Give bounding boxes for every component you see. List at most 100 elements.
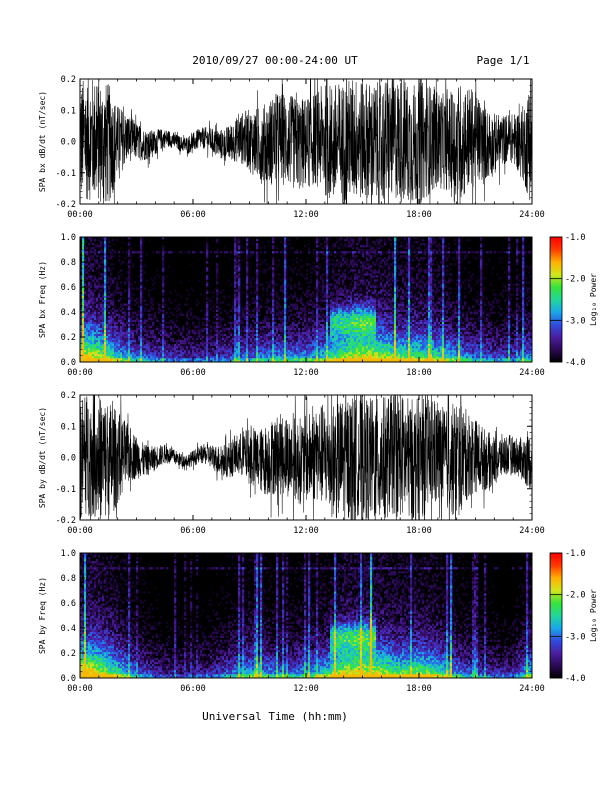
- spectrogram-cell: [166, 349, 169, 353]
- spectrogram-cell: [252, 341, 255, 345]
- spectrogram-cell: [154, 311, 157, 314]
- spectrogram-cell: [246, 255, 249, 258]
- spectrogram-cell: [296, 335, 299, 339]
- spectrogram-cell: [128, 345, 131, 349]
- spectrogram-cell: [278, 311, 281, 314]
- spectrogram-cell: [332, 331, 335, 335]
- spectrogram-cell: [142, 353, 145, 357]
- spectrogram-cell: [276, 305, 279, 308]
- spectrogram-cell: [146, 351, 149, 355]
- spectrogram-cell: [104, 303, 107, 306]
- spectrogram-cell: [170, 357, 173, 361]
- spectrogram-cell: [120, 355, 123, 359]
- spectrogram-cell: [206, 329, 209, 333]
- spectrogram-cell: [284, 247, 287, 250]
- spectrogram-cell: [292, 331, 295, 335]
- spectrogram-cell: [268, 267, 271, 270]
- spectrogram-cell: [96, 305, 99, 308]
- spectrogram-cell: [348, 251, 351, 254]
- spectrogram-cell: [88, 261, 91, 264]
- spectrogram-cell: [348, 351, 351, 355]
- spectrogram-cell: [182, 327, 185, 331]
- spectrogram-cell: [256, 337, 259, 341]
- spectrogram-cell: [140, 265, 143, 268]
- spectrogram-cell: [242, 237, 245, 240]
- spectrogram-cell: [268, 357, 271, 361]
- spectrogram-cell: [198, 279, 201, 282]
- spectrogram-cell: [100, 353, 103, 357]
- spectrogram-cell: [100, 309, 103, 312]
- spectrogram-cell: [90, 351, 93, 355]
- spectrogram-cell: [320, 343, 323, 347]
- spectrogram-cell: [132, 323, 135, 327]
- spectrogram-cell: [322, 253, 325, 256]
- spectrogram-cell: [330, 253, 333, 256]
- spectrogram-cell: [268, 339, 271, 343]
- spectrogram-cell: [118, 307, 121, 310]
- spectrogram-cell: [300, 287, 303, 290]
- spectrogram-cell: [250, 329, 253, 333]
- spectrogram-cell: [238, 297, 241, 300]
- spectrogram-cell: [140, 317, 143, 320]
- spectrogram-cell: [338, 251, 341, 254]
- spectrogram-cell: [332, 315, 335, 318]
- spectrogram-cell: [148, 321, 151, 324]
- spectrogram-cell: [294, 319, 297, 322]
- spectrogram-cell: [96, 255, 99, 258]
- spectrogram-cell: [190, 355, 193, 359]
- spectrogram-cell: [284, 287, 287, 290]
- spectrogram-cell: [314, 341, 317, 345]
- spectrogram-cell: [130, 259, 133, 262]
- spectrogram-cell: [170, 333, 173, 337]
- spectrogram-cell: [344, 287, 347, 290]
- spectrogram-cell: [340, 327, 343, 331]
- spectrogram-cell: [250, 315, 253, 318]
- spectrogram-cell: [244, 349, 247, 353]
- spectrogram-cell: [340, 351, 343, 355]
- spectrogram-cell: [246, 331, 249, 335]
- spectrogram-cell: [176, 309, 179, 312]
- bx-spectrogram-panel: 00:00 06:00 12:00 18:00 24:001.00.80.60.40.2…: [38, 233, 598, 378]
- spectrogram-cell: [246, 277, 249, 280]
- spectrogram-cell: [94, 299, 97, 302]
- spectrogram-cell: [234, 243, 237, 246]
- spectrogram-cell: [340, 279, 343, 282]
- spectrogram-cell: [84, 331, 87, 335]
- spectrogram-cell: [258, 269, 261, 272]
- spectrogram-cell: [116, 331, 119, 335]
- spectrogram-cell: [334, 351, 337, 355]
- spectrogram-cell: [290, 315, 293, 318]
- spectrogram-cell: [326, 317, 329, 320]
- spectrogram-cell: [300, 339, 303, 343]
- spectrogram-cell: [162, 249, 165, 252]
- spectrogram-cell: [122, 339, 125, 343]
- spectrogram-cell: [286, 253, 289, 256]
- spectrogram-cell: [136, 345, 139, 349]
- spectrogram-cell: [188, 279, 191, 282]
- spectrogram-cell: [322, 329, 325, 333]
- spectrogram-cell: [96, 285, 99, 288]
- spectrogram-cell: [256, 305, 259, 308]
- spectrogram-cell: [80, 327, 83, 331]
- spectrogram-cell: [236, 303, 239, 306]
- spectrogram-cell: [290, 277, 293, 280]
- spectrogram-cell: [276, 355, 279, 359]
- spectrogram-cell: [356, 259, 359, 262]
- spectrogram-cell: [254, 357, 257, 361]
- spectrogram-cell: [102, 339, 105, 343]
- spectrogram-cell: [104, 263, 107, 266]
- spectrogram-cell: [164, 345, 167, 349]
- spectrogram-cell: [134, 329, 137, 333]
- spectrogram-cell: [236, 327, 239, 331]
- spectrogram-cell: [112, 357, 115, 361]
- spectrogram-cell: [218, 291, 221, 294]
- spectrogram-cell: [286, 347, 289, 351]
- spectrogram-cell: [128, 259, 131, 262]
- spectrogram-cell: [108, 241, 111, 244]
- spectrogram-cell: [120, 337, 123, 341]
- spectrogram-cell: [292, 317, 295, 320]
- spectrogram-cell: [276, 323, 279, 327]
- spectrogram-cell: [338, 329, 341, 333]
- spectrogram-cell: [348, 291, 351, 294]
- spectrogram-cell: [234, 269, 237, 272]
